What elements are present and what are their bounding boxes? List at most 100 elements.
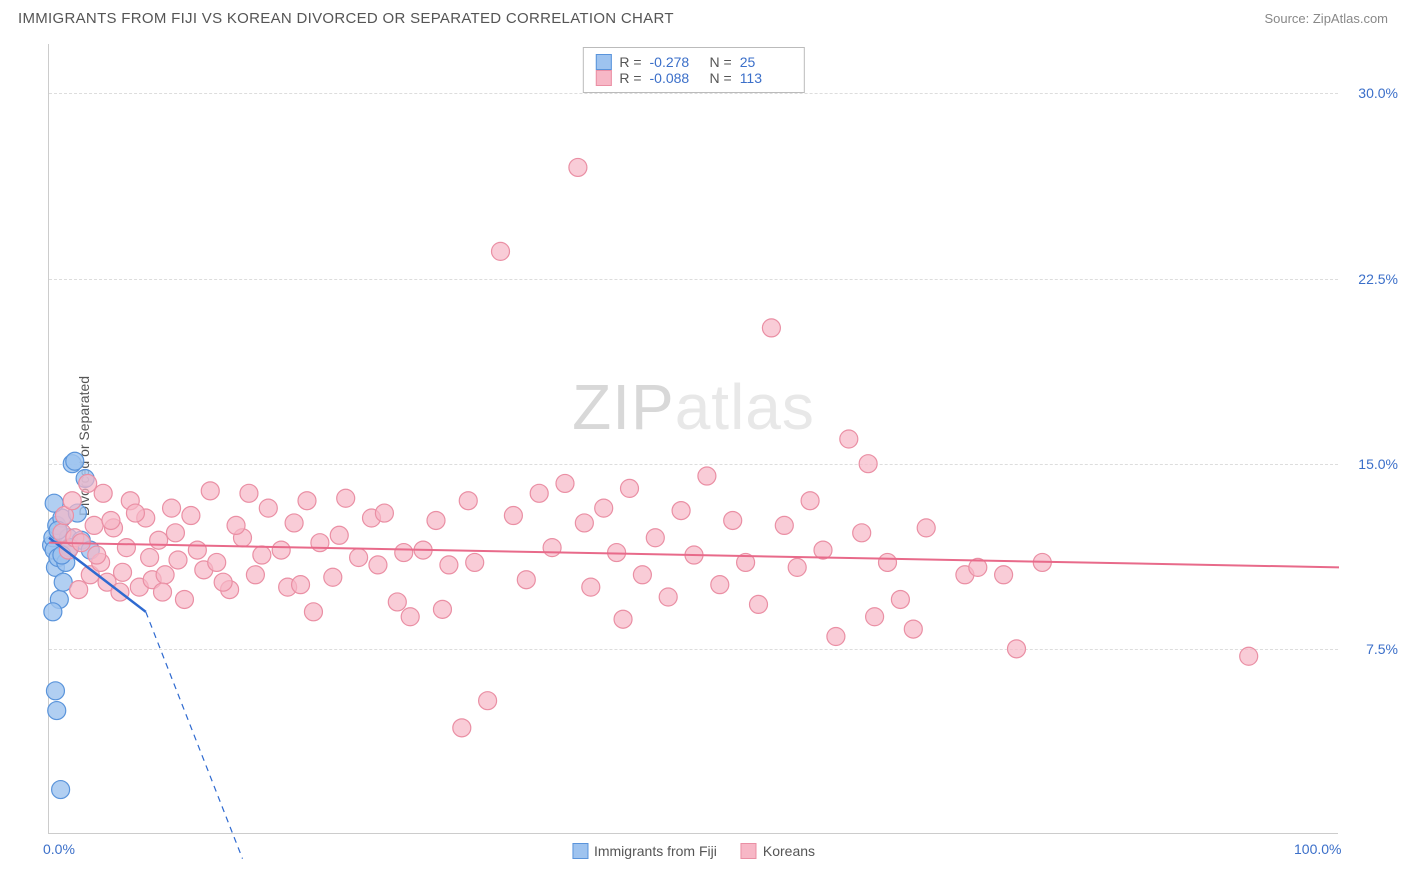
data-point [154, 583, 172, 601]
y-tick-label: 7.5% [1366, 641, 1398, 657]
chart-title: IMMIGRANTS FROM FIJI VS KOREAN DIVORCED … [18, 10, 674, 27]
chart-header: IMMIGRANTS FROM FIJI VS KOREAN DIVORCED … [0, 0, 1406, 33]
data-point [214, 573, 232, 591]
data-point [595, 499, 613, 517]
data-point [750, 595, 768, 613]
x-tick-label: 100.0% [1294, 841, 1341, 857]
data-point [188, 541, 206, 559]
data-point [227, 516, 245, 534]
data-point [788, 558, 806, 576]
data-point [63, 492, 81, 510]
data-point [453, 719, 471, 737]
data-point [904, 620, 922, 638]
x-tick-label: 0.0% [43, 841, 75, 857]
data-point [1240, 647, 1258, 665]
data-point [517, 571, 535, 589]
data-point [150, 531, 168, 549]
data-point [724, 511, 742, 529]
data-point [88, 546, 106, 564]
data-point [762, 319, 780, 337]
data-point [827, 628, 845, 646]
data-point [1008, 640, 1026, 658]
data-point [156, 566, 174, 584]
data-point [44, 603, 62, 621]
data-point [569, 158, 587, 176]
stats-row-koreans: R = -0.088 N = 113 [595, 70, 791, 86]
data-point [169, 551, 187, 569]
data-point [853, 524, 871, 542]
legend-item-fiji: Immigrants from Fiji [572, 843, 717, 859]
data-point [891, 590, 909, 608]
correlation-stats-box: R = -0.278 N = 25 R = -0.088 N = 113 [582, 47, 804, 93]
data-point [46, 682, 64, 700]
data-point [775, 516, 793, 534]
data-point [253, 546, 271, 564]
data-point [646, 529, 664, 547]
data-point [272, 541, 290, 559]
stats-row-fiji: R = -0.278 N = 25 [595, 54, 791, 70]
data-point [292, 576, 310, 594]
data-point [879, 553, 897, 571]
data-point [614, 610, 632, 628]
data-point [182, 507, 200, 525]
plot-area: ZIPatlas R = -0.278 N = 25 R = -0.088 N … [48, 44, 1338, 834]
y-tick-label: 30.0% [1358, 85, 1398, 101]
data-point [504, 507, 522, 525]
data-point [582, 578, 600, 596]
y-tick-label: 22.5% [1358, 271, 1398, 287]
data-point [52, 781, 70, 799]
y-tick-label: 15.0% [1358, 456, 1398, 472]
data-point [530, 484, 548, 502]
data-point [388, 593, 406, 611]
data-point [102, 511, 120, 529]
data-point [201, 482, 219, 500]
data-point [633, 566, 651, 584]
data-point [395, 544, 413, 562]
legend-item-koreans: Koreans [741, 843, 815, 859]
data-point [79, 474, 97, 492]
data-point [66, 452, 84, 470]
data-point [698, 467, 716, 485]
data-point [304, 603, 322, 621]
data-point [659, 588, 677, 606]
swatch-fiji [595, 54, 611, 70]
data-point [466, 553, 484, 571]
data-point [401, 608, 419, 626]
legend-swatch-fiji [572, 843, 588, 859]
source-attribution: Source: ZipAtlas.com [1264, 11, 1388, 26]
data-point [94, 484, 112, 502]
data-point [85, 516, 103, 534]
data-point [575, 514, 593, 532]
data-point [285, 514, 303, 532]
data-point [175, 590, 193, 608]
data-point [621, 479, 639, 497]
data-point [298, 492, 316, 510]
scatter-svg [49, 44, 1338, 833]
data-point [995, 566, 1013, 584]
data-point [324, 568, 342, 586]
data-point [114, 563, 132, 581]
data-point [492, 242, 510, 260]
trend-line [146, 612, 243, 859]
data-point [117, 539, 135, 557]
data-point [375, 504, 393, 522]
data-point [433, 600, 451, 618]
swatch-koreans [595, 70, 611, 86]
data-point [208, 553, 226, 571]
data-point [917, 519, 935, 537]
legend-swatch-koreans [741, 843, 757, 859]
data-point [459, 492, 477, 510]
data-point [440, 556, 458, 574]
data-point [337, 489, 355, 507]
data-point [711, 576, 729, 594]
data-point [801, 492, 819, 510]
data-point [259, 499, 277, 517]
data-point [556, 474, 574, 492]
data-point [350, 549, 368, 567]
data-point [866, 608, 884, 626]
data-point [246, 566, 264, 584]
data-point [479, 692, 497, 710]
data-point [126, 504, 144, 522]
data-point [166, 524, 184, 542]
data-point [48, 702, 66, 720]
